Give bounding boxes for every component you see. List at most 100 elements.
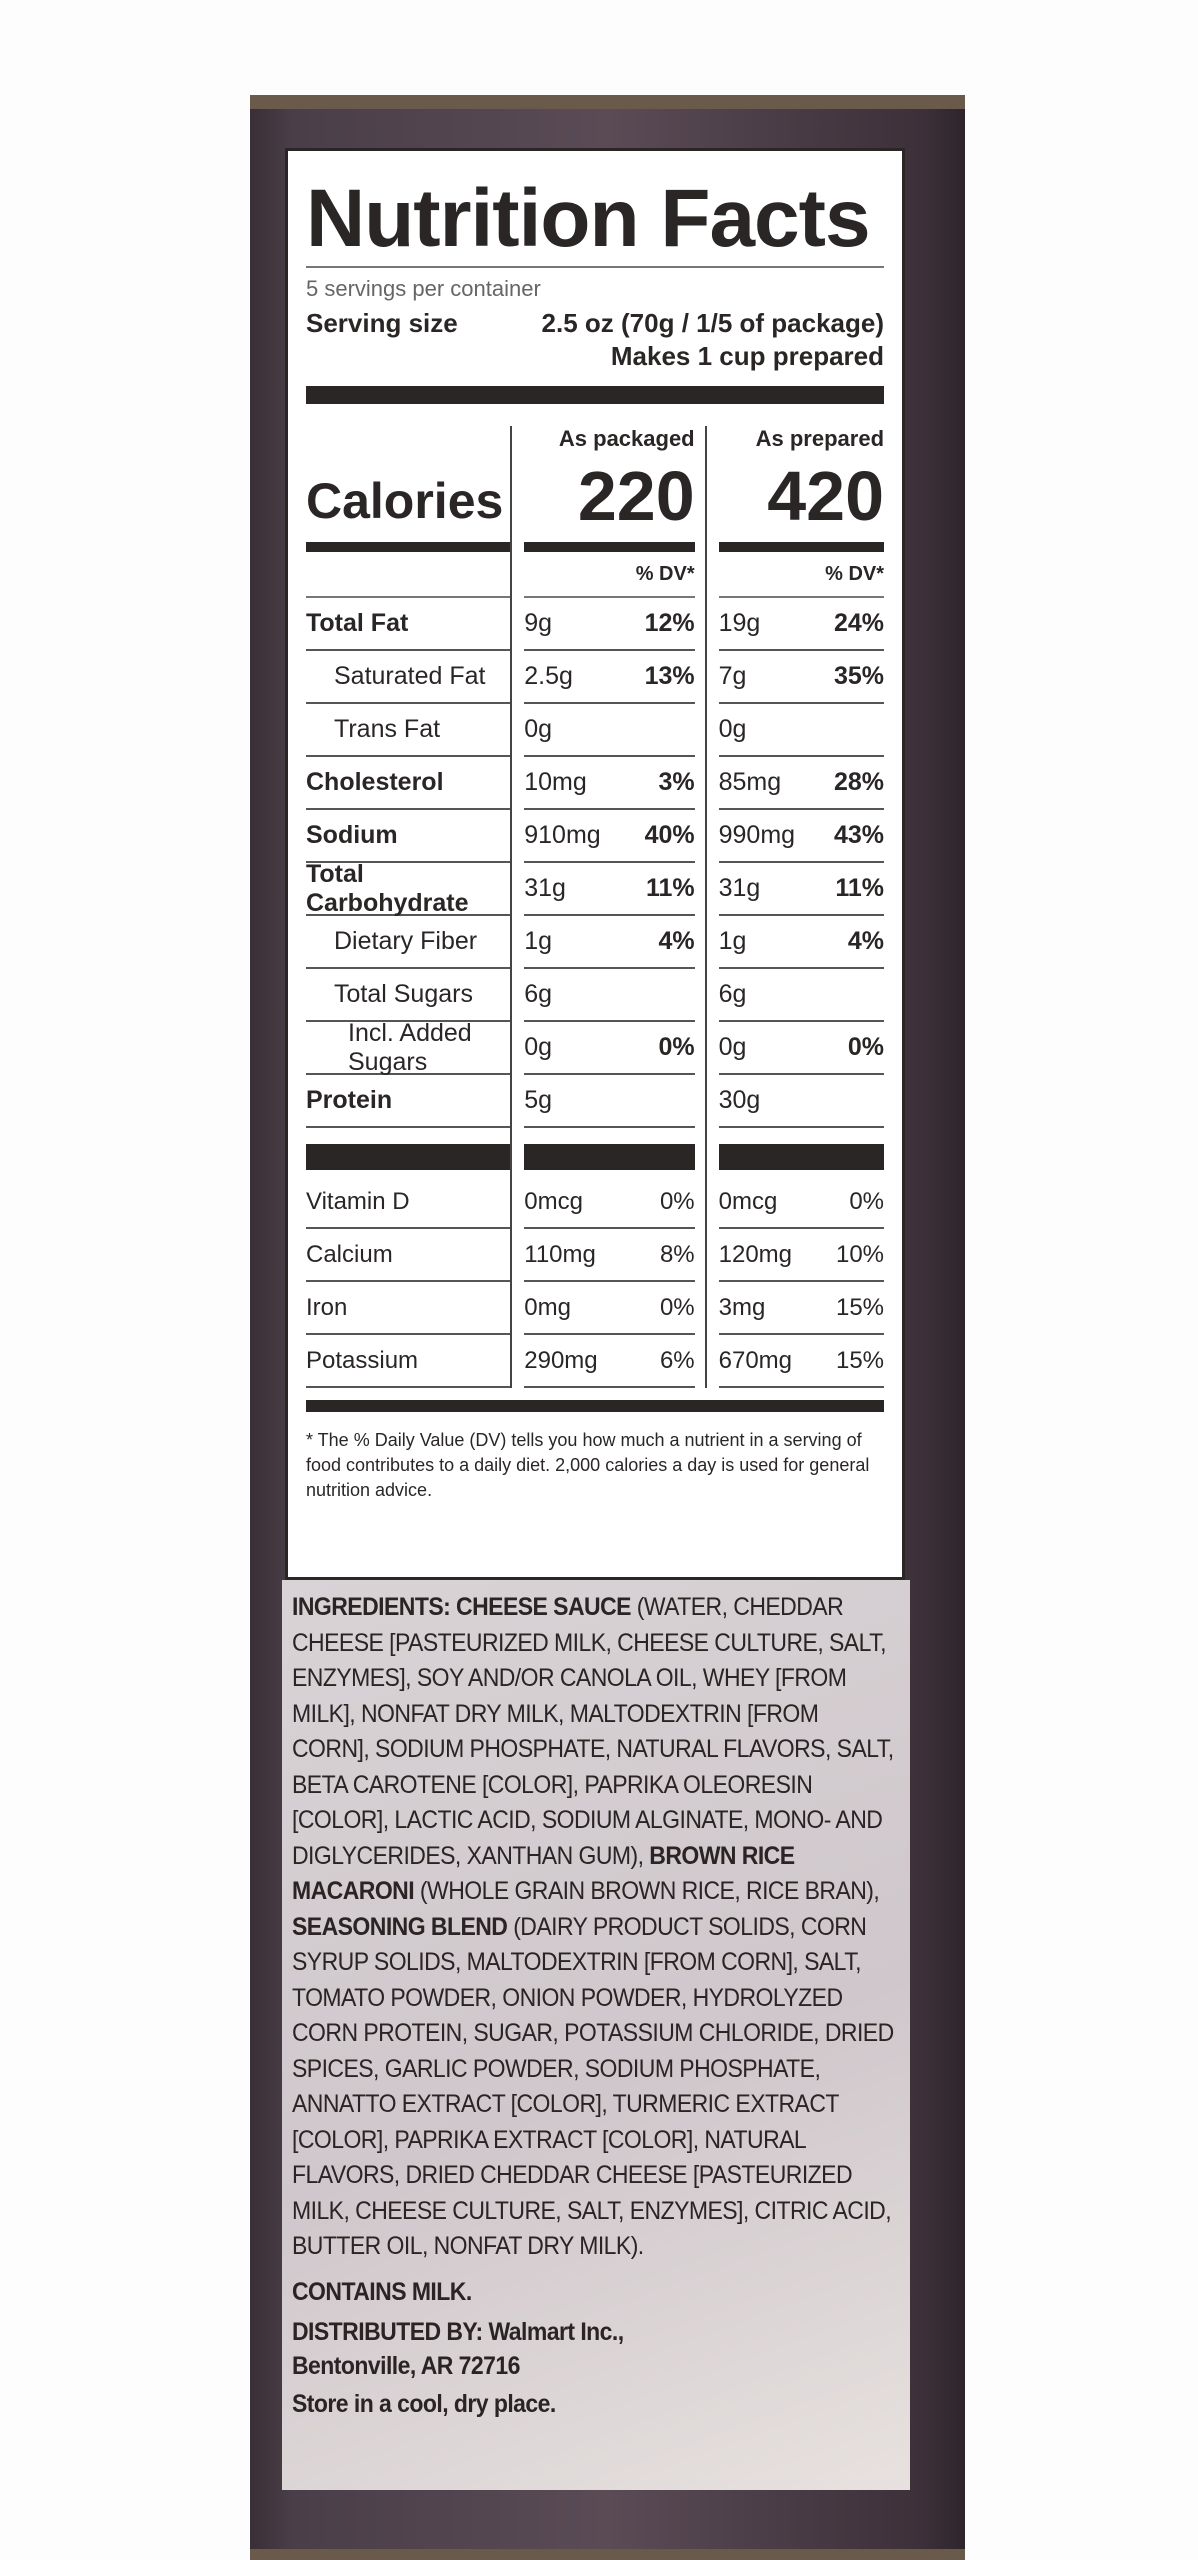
dv-prepared: 15% — [835, 1346, 885, 1374]
nutrient-packaged-cell: 9g 12% — [524, 598, 695, 651]
nutrient-packaged-cell: 0mg 0% — [524, 1282, 695, 1335]
storage-instructions: Store in a cool, dry place. — [292, 2389, 556, 2418]
nutrient-name: Calcium — [306, 1240, 393, 1268]
nutrient-prepared-cell: 0mcg 0% — [718, 1176, 885, 1229]
nutrient-name: Total Sugars — [334, 980, 473, 1008]
nutrient-name-cell: Trans Fat — [306, 704, 511, 757]
amount-packaged: 5g — [524, 1086, 553, 1114]
amount-prepared: 30g — [718, 1086, 761, 1114]
calories-label: Calories — [306, 473, 504, 529]
column-header-packaged: As packaged — [558, 426, 695, 451]
divider — [306, 266, 884, 268]
nutrition-facts-label: Nutrition Facts 5 servings per container… — [285, 148, 905, 1580]
dv-packaged: 6% — [659, 1346, 695, 1374]
nutrient-prepared-cell: 120mg 10% — [718, 1229, 885, 1282]
nutrient-packaged-cell: 290mg 6% — [524, 1335, 695, 1388]
amount-packaged: 2.5g — [524, 662, 573, 690]
distributor-line-1: DISTRIBUTED BY: Walmart Inc., — [292, 2317, 624, 2346]
nutrient-prepared-cell: 30g — [718, 1075, 885, 1128]
dv-packaged: 0% — [659, 1293, 695, 1321]
dv-prepared: 28% — [833, 768, 885, 796]
amount-packaged: 31g — [524, 874, 566, 902]
nutrient-name: Total Fat — [306, 609, 409, 637]
column-header-prepared: As prepared — [755, 426, 885, 451]
nutrient-prepared-cell: 1g 4% — [718, 916, 885, 969]
dv-packaged: 12% — [644, 609, 695, 637]
ingredients-text: INGREDIENTS: CHEESE SAUCE (WATER, CHEDDA… — [292, 1590, 899, 2265]
nutrient-name: Sodium — [306, 821, 398, 849]
nutrient-packaged-cell: 31g 11% — [524, 863, 695, 916]
dv-packaged: 4% — [658, 927, 695, 955]
nutrient-prepared-cell: 19g 24% — [718, 598, 885, 651]
calorie-bar — [524, 542, 695, 552]
nutrient-name-cell: Cholesterol — [306, 757, 511, 810]
nutrient-name-cell: Saturated Fat — [306, 651, 511, 704]
dv-prepared: 4% — [847, 927, 885, 955]
serving-size-value: 2.5 oz (70g / 1/5 of package) — [541, 308, 884, 338]
nutrient-name: Iron — [306, 1293, 348, 1321]
nutrient-prepared-cell: 0g — [718, 704, 885, 757]
nutrient-name: Dietary Fiber — [334, 927, 478, 955]
black-divider — [524, 1144, 695, 1170]
nutrient-name: Protein — [306, 1086, 393, 1114]
footnote: * The % Daily Value (DV) tells you how m… — [306, 1430, 870, 1500]
nutrient-name: Trans Fat — [334, 715, 441, 743]
nutrient-name-cell: Protein — [306, 1075, 511, 1128]
dv-packaged: 0% — [658, 1033, 695, 1061]
amount-prepared: 0g — [718, 715, 747, 743]
label-title: Nutrition Facts — [306, 173, 871, 264]
nutrient-packaged-cell: 0g 0% — [524, 1022, 695, 1075]
ingredient-segment: BROWN RICE MACARONI — [292, 1841, 795, 1906]
dv-prepared: 15% — [835, 1293, 885, 1321]
nutrient-prepared-cell: 990mg 43% — [718, 810, 885, 863]
amount-packaged: 6g — [524, 980, 553, 1008]
nutrient-name: Potassium — [306, 1346, 419, 1374]
dv-header-prepared: % DV* — [718, 552, 885, 598]
amount-prepared: 19g — [718, 609, 761, 637]
serving-size-label: Serving size — [306, 308, 458, 338]
amount-prepared: 3mg — [718, 1293, 766, 1321]
nutrient-name-cell: Incl. Added Sugars — [306, 1019, 511, 1076]
serving-size: Serving size 2.5 oz (70g / 1/5 of packag… — [306, 308, 884, 339]
dv-spacer — [306, 552, 511, 598]
nutrient-grid: Calories As packaged 220 As prepared 420… — [306, 426, 885, 1388]
amount-packaged: 110mg — [524, 1240, 596, 1268]
amount-prepared: 31g — [718, 874, 761, 902]
nutrient-name-cell: Total Carbohydrate — [306, 859, 511, 917]
nutrient-packaged-cell: 110mg 8% — [524, 1229, 695, 1282]
amount-prepared: 0g — [718, 1033, 747, 1061]
dv-prepared: 10% — [835, 1240, 885, 1268]
amount-prepared: 120mg — [718, 1240, 793, 1268]
nutrient-prepared-cell: 6g — [718, 969, 885, 1022]
nutrient-name-cell: Calcium — [306, 1229, 511, 1282]
ingredient-segment: (WATER, CHEDDAR CHEESE [PASTEURIZED MILK… — [292, 1593, 894, 1870]
nutrient-prepared-cell: 7g 35% — [718, 651, 885, 704]
makes-prepared: Makes 1 cup prepared — [610, 341, 884, 371]
nutrient-name: Total Carbohydrate — [306, 859, 469, 917]
dv-prepared: 0% — [847, 1033, 885, 1061]
amount-prepared: 670mg — [718, 1346, 793, 1374]
black-divider — [306, 1144, 511, 1170]
amount-packaged: 0mg — [524, 1293, 571, 1321]
dv-packaged: 8% — [659, 1240, 695, 1268]
nutrient-name: Saturated Fat — [334, 662, 486, 690]
ingredient-segment: INGREDIENTS: CHEESE SAUCE — [292, 1593, 631, 1621]
ingredients-section: INGREDIENTS: CHEESE SAUCE (WATER, CHEDDA… — [292, 1590, 899, 2421]
amount-packaged: 290mg — [524, 1346, 598, 1374]
nutrient-prepared-cell: 31g 11% — [718, 863, 885, 916]
nutrient-rows: Total Fat Saturated Fat Trans Fat Cholester… — [306, 552, 885, 1388]
amount-prepared: 1g — [718, 927, 747, 955]
amount-packaged: 10mg — [524, 768, 587, 796]
nutrient-packaged-cell: 0g — [524, 704, 695, 757]
ingredient-segment: SEASONING BLEND — [292, 1912, 508, 1941]
calories-section: Calories As packaged 220 As prepared 420 — [306, 426, 885, 552]
nutrient-name-cell: Total Fat — [306, 598, 511, 651]
dv-packaged: 13% — [644, 662, 695, 690]
nutrient-prepared-cell: 0g 0% — [718, 1022, 885, 1075]
amount-prepared: 990mg — [718, 821, 796, 849]
amount-prepared: 85mg — [718, 768, 782, 796]
nutrient-name-cell: Dietary Fiber — [306, 916, 511, 969]
allergen-statement: CONTAINS MILK. — [292, 2277, 472, 2306]
nutrient-packaged-cell: 2.5g 13% — [524, 651, 695, 704]
ingredients-panel-background — [282, 1580, 910, 2490]
